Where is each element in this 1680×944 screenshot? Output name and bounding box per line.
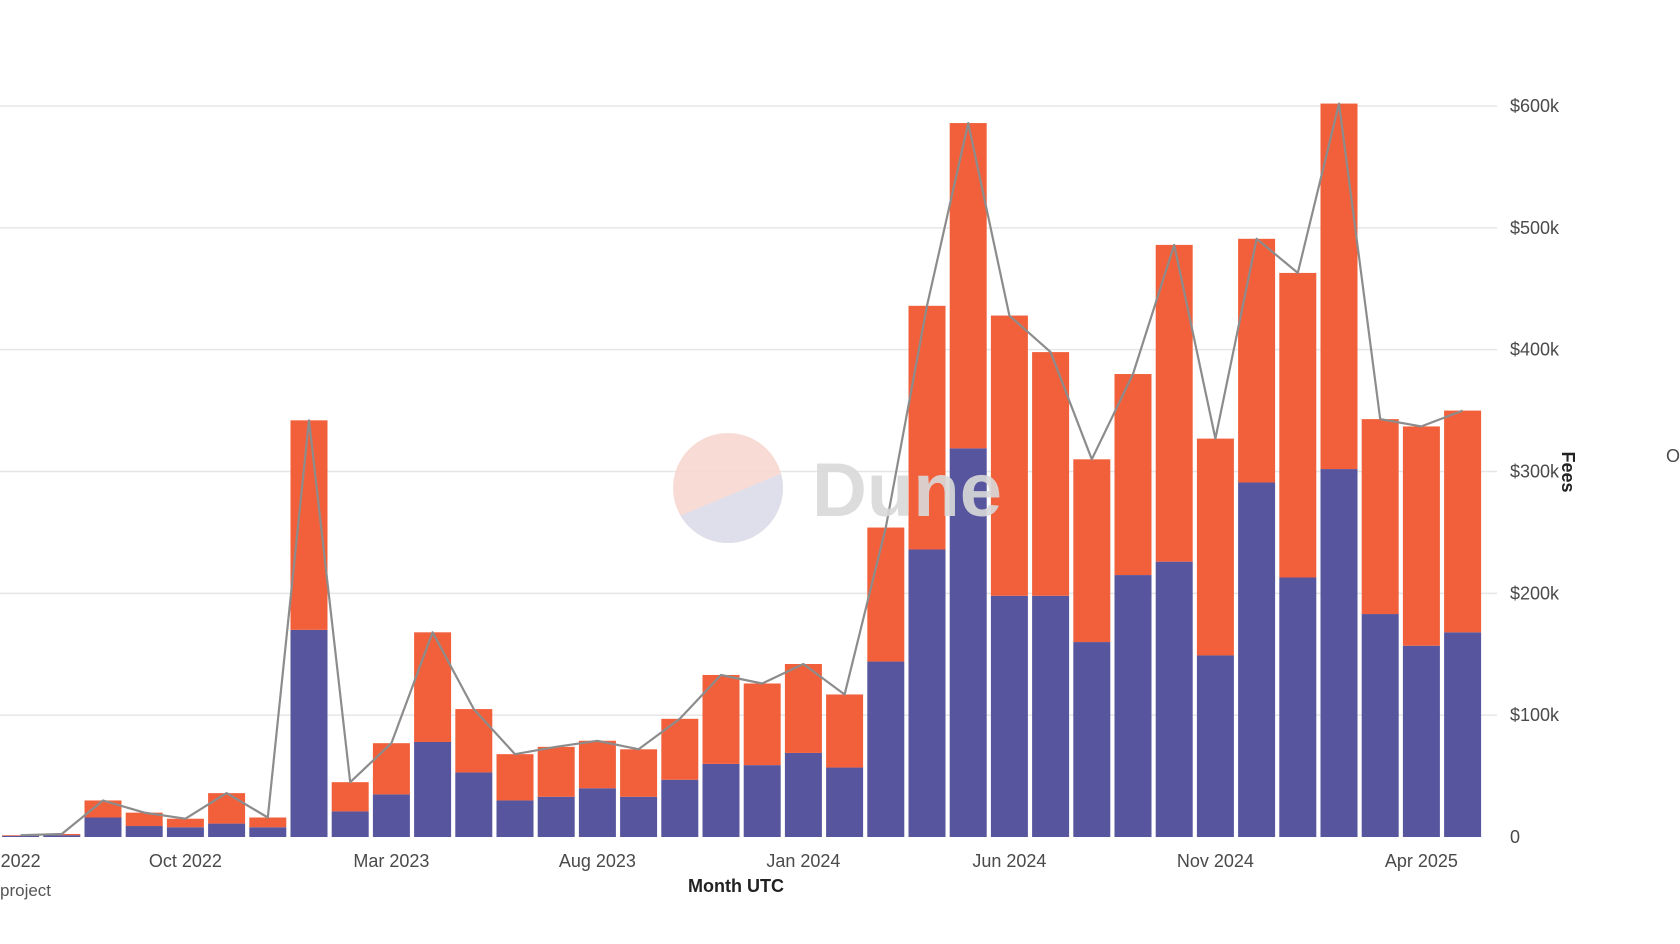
bar-segment-top[interactable] (1032, 352, 1070, 596)
bar-segment-top[interactable] (496, 754, 534, 801)
bar-segment-top[interactable] (1444, 410, 1482, 633)
bar-segment-bottom[interactable] (208, 823, 246, 837)
bar-segment-bottom[interactable] (1279, 577, 1317, 837)
bar-segment-bottom[interactable] (2, 835, 40, 837)
bar-segment-bottom[interactable] (537, 796, 575, 837)
legend-label-fragment: project (0, 881, 51, 900)
x-tick-label: Nov 2024 (1177, 851, 1254, 871)
dune-logo-icon (673, 433, 783, 543)
x-tick-label: 2022 (1, 851, 41, 871)
bar-segment-top[interactable] (166, 818, 204, 828)
bar-segment-bottom[interactable] (1361, 614, 1399, 837)
bar-segment-bottom[interactable] (84, 817, 122, 837)
bar-segment-top[interactable] (1402, 426, 1440, 646)
bar-segment-bottom[interactable] (908, 549, 946, 837)
bar-segment-bottom[interactable] (249, 827, 287, 837)
bar-segment-top[interactable] (1279, 272, 1317, 578)
y-tick-label: 0 (1510, 827, 1520, 847)
bar-segment-bottom[interactable] (578, 788, 616, 837)
bar-segment-bottom[interactable] (1032, 595, 1070, 837)
y-axis-ticks: 0 $100k $200k $300k $400k $500k $600k (1510, 96, 1560, 847)
bar-segment-top[interactable] (990, 315, 1028, 596)
bar-segment-top[interactable] (84, 800, 122, 818)
bar-segment-bottom[interactable] (331, 811, 369, 837)
bar-segment-top[interactable] (784, 663, 822, 753)
bar-segment-top[interactable] (1320, 103, 1358, 470)
x-axis-title: Month UTC (688, 876, 784, 896)
bar-segment-top[interactable] (743, 683, 781, 766)
bar-segment-top[interactable] (620, 749, 658, 797)
y-tick-label: $100k (1510, 705, 1560, 725)
bar-segment-bottom[interactable] (1444, 632, 1482, 837)
x-tick-label: Jan 2024 (766, 851, 840, 871)
x-axis-ticks: 2022 Oct 2022 Mar 2023 Aug 2023 Jan 2024 Jun … (1, 851, 1458, 871)
bar-segment-bottom[interactable] (1114, 575, 1152, 837)
x-tick-label: Aug 2023 (559, 851, 636, 871)
watermark-text: Dune (812, 448, 1002, 533)
bar-segment-bottom[interactable] (1196, 655, 1234, 837)
y-tick-label: $300k (1510, 462, 1560, 482)
bar-segment-bottom[interactable] (414, 741, 452, 837)
bars (2, 103, 1482, 837)
bar-segment-top[interactable] (2, 835, 40, 836)
bar-segment-top[interactable] (455, 709, 493, 773)
bar-segment-top[interactable] (414, 632, 452, 742)
total-line-layer (20, 102, 1463, 837)
y-axis-title: Fees (1558, 451, 1578, 492)
bar-segment-bottom[interactable] (43, 835, 81, 837)
bar-segment-bottom[interactable] (826, 767, 864, 837)
bar-segment-bottom[interactable] (1402, 645, 1440, 837)
bar-segment-top[interactable] (331, 782, 369, 812)
bar-segment-top[interactable] (1073, 459, 1111, 643)
y-tick-label: $600k (1510, 96, 1560, 116)
bar-segment-bottom[interactable] (290, 629, 328, 837)
bar-segment-bottom[interactable] (702, 763, 740, 837)
bar-segment-bottom[interactable] (496, 800, 534, 837)
bar-segment-top[interactable] (1155, 244, 1193, 562)
dune-watermark: Dune (673, 433, 1002, 543)
bar-segment-top[interactable] (125, 812, 163, 827)
bar-segment-bottom[interactable] (949, 448, 987, 837)
x-tick-label: Oct 2022 (149, 851, 222, 871)
bar-segment-bottom[interactable] (1320, 469, 1358, 837)
y-tick-label: $400k (1510, 340, 1560, 360)
bar-segment-top[interactable] (249, 817, 287, 828)
bar-segment-top[interactable] (578, 740, 616, 789)
total-fees-line (20, 102, 1463, 837)
right-edge-fragment: O (1666, 446, 1680, 466)
bar-segment-top[interactable] (949, 123, 987, 449)
bar-segment-bottom[interactable] (125, 826, 163, 837)
bar-segment-bottom[interactable] (990, 595, 1028, 837)
bar-segment-bottom[interactable] (661, 779, 699, 837)
x-tick-label: Mar 2023 (353, 851, 429, 871)
bar-segment-bottom[interactable] (620, 796, 658, 837)
x-tick-label: Apr 2025 (1385, 851, 1458, 871)
bar-segment-bottom[interactable] (784, 752, 822, 837)
bar-segment-bottom[interactable] (1155, 561, 1193, 837)
bar-segment-top[interactable] (867, 527, 905, 662)
bar-segment-bottom[interactable] (1073, 642, 1111, 837)
bar-segment-bottom[interactable] (867, 661, 905, 837)
bar-segment-top[interactable] (537, 746, 575, 797)
bar-segment-top[interactable] (702, 674, 740, 764)
bar-segment-top[interactable] (908, 305, 946, 550)
bar-segment-bottom[interactable] (372, 794, 410, 837)
bar-segment-top[interactable] (1114, 374, 1152, 576)
bar-segment-top[interactable] (372, 743, 410, 795)
bar-segment-top[interactable] (208, 793, 246, 824)
bar-segment-top[interactable] (1196, 438, 1234, 656)
x-tick-label: Jun 2024 (972, 851, 1046, 871)
bar-segment-top[interactable] (1238, 238, 1276, 483)
bar-segment-bottom[interactable] (743, 765, 781, 837)
bar-segment-bottom[interactable] (1238, 482, 1276, 837)
bar-segment-top[interactable] (826, 694, 864, 768)
y-tick-label: $500k (1510, 218, 1560, 238)
bar-segment-bottom[interactable] (455, 772, 493, 837)
y-tick-label: $200k (1510, 583, 1560, 603)
bar-segment-top[interactable] (1361, 419, 1399, 615)
bar-segment-bottom[interactable] (166, 827, 204, 837)
